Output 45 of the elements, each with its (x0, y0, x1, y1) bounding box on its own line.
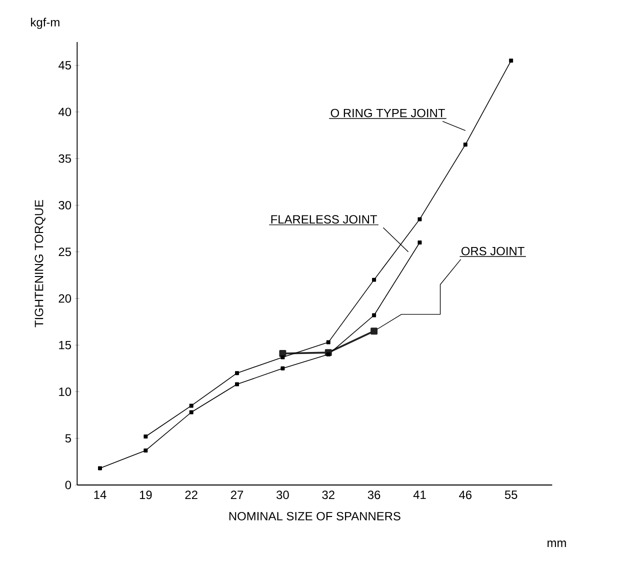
point (509, 58, 514, 63)
x-tick-label: 19 (140, 490, 152, 500)
point (326, 352, 330, 356)
point (235, 371, 240, 376)
text: kgf-m (31, 18, 60, 29)
x-axis-title: NOMINAL SIZE OF SPANNERS (229, 512, 400, 520)
x-tick-label: 36 (368, 490, 380, 500)
y-tick-label: 35 (58, 154, 72, 163)
point (372, 313, 376, 318)
x-tick-label: 27 (230, 490, 244, 499)
x-tick-label: 22 (185, 490, 198, 499)
point (280, 366, 285, 370)
text: FLARELESS JOINT (271, 215, 377, 224)
point (280, 355, 285, 360)
point (326, 340, 330, 344)
point (189, 404, 194, 408)
x-tick-label: 46 (459, 490, 472, 500)
y-tick-label: 0 (65, 480, 72, 490)
point (370, 328, 378, 335)
point (463, 142, 468, 147)
y-tick-label: 5 (65, 434, 72, 443)
point (235, 382, 240, 386)
point (189, 410, 194, 414)
point (418, 217, 422, 222)
y-axis-title: TIGHTENING TORQUE (34, 200, 46, 328)
text: mm (548, 540, 566, 547)
y-tick-label: 25 (58, 248, 72, 256)
point (98, 466, 102, 470)
y-tick-label: 40 (58, 108, 72, 116)
y-tick-label: 10 (59, 388, 72, 396)
x-tick-label: 14 (94, 490, 106, 499)
x-tick-label: 32 (322, 490, 334, 500)
point (144, 448, 148, 452)
y-tick-label: 45 (58, 61, 72, 70)
point (418, 240, 422, 245)
point (372, 278, 376, 282)
x-tick-label: 55 (504, 490, 518, 499)
text: O RING TYPE JOINT (330, 108, 445, 118)
x-tick-label: 30 (276, 490, 289, 500)
text: ORS JOINT (461, 246, 524, 256)
point (144, 434, 148, 438)
y-tick-label: 15 (59, 340, 72, 350)
x-tick-label: 41 (413, 490, 426, 499)
y-tick-label: 20 (58, 294, 72, 303)
y-tick-label: 30 (58, 200, 72, 210)
